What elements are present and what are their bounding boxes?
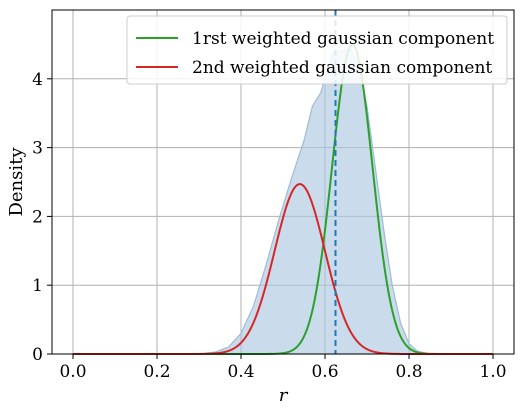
- x-tick-label: 0.8: [395, 362, 422, 382]
- y-axis-title: Density: [6, 147, 27, 217]
- legend: 1rst weighted gaussian component 2nd weig…: [126, 15, 508, 85]
- x-tick-label: 0.2: [143, 362, 170, 382]
- x-tick-label: 0.0: [59, 362, 86, 382]
- density-area: [73, 47, 493, 355]
- x-axis-title: r: [279, 385, 289, 406]
- legend-label-1: 1rst weighted gaussian component: [192, 29, 494, 49]
- y-tick-label: 1: [32, 276, 43, 296]
- plot-frame: [51, 9, 515, 355]
- y-tick-label: 3: [32, 139, 43, 159]
- x-tick-label: 0.4: [227, 362, 254, 382]
- y-tick-label: 2: [32, 207, 43, 227]
- legend-box: [126, 15, 508, 85]
- y-tick-label: 4: [32, 70, 43, 90]
- x-tick-label: 1.0: [479, 362, 506, 382]
- legend-label-2: 2nd weighted gaussian component: [192, 58, 492, 78]
- density-area-layer: [73, 47, 493, 355]
- y-tick-label: 0: [32, 345, 43, 365]
- ticks-layer: 0.0 0.2 0.4 0.6 0.8 1.0 0 1 2 3 4: [32, 70, 506, 382]
- x-tick-label: 0.6: [311, 362, 338, 382]
